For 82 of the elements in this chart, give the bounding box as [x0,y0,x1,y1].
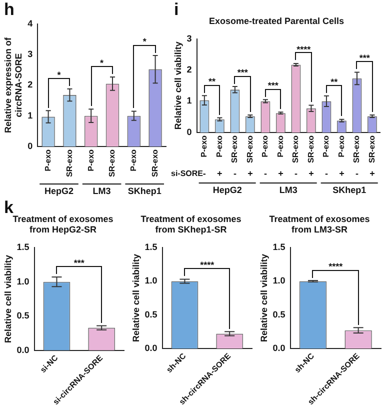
y-tick-label: 1.5 [16,242,30,252]
y-tick-label: 1.5 [272,242,286,252]
annotation: * [57,70,62,80]
annotation: *** [74,258,85,268]
y-tick-label: 0.5 [272,309,286,320]
text: HepG2 [44,186,74,196]
annotation: **** [296,44,312,54]
y-axis-title: Relative expression of circRNA-SORE [2,36,24,133]
x-tick-label: P-exo [336,135,346,158]
y-tick-label: 3 [28,49,33,60]
annotation: **** [200,260,215,270]
y-tick-label: 0 [28,140,33,151]
chart-title: Treatment of exosomes from HepG2-SR [12,214,114,235]
x-tick-label: P-exo [260,135,270,158]
text: - [294,168,298,178]
chart-title: Exosome-treated Parental Cells [208,16,344,26]
text: - [324,168,328,178]
y-tick-label: 2 [28,80,33,90]
annotation: *** [268,80,279,91]
x-tick-label: SR-exo [64,149,74,177]
annotation: **** [328,262,344,272]
y-tick-label: 0.0 [144,342,158,353]
text: HepG2 [212,184,242,195]
x-tick-label: P-exo [276,135,285,158]
chart-title: Treatment of exosomes from LM3-SR [269,214,370,235]
chart-title: Treatment of exosomes from SKhep1-SR [140,214,242,235]
text: - [264,168,267,178]
text: + [278,168,284,178]
x-tick-label: SR-exo [230,135,240,163]
y-axis-title: Relative cell viability [172,42,183,130]
annotation: * [100,58,104,68]
text: + [370,168,375,178]
x-tick-label: P-exo [214,135,224,158]
y-tick-label: 4 [28,18,33,28]
x-tick-label: P-exo [44,149,53,172]
text: LM3 [279,184,298,195]
x-tick-label: SR-exo [108,149,117,177]
annotation: *** [359,53,370,64]
x-tick-label: SR-exo [367,135,376,163]
x-tick-label: P-exo [86,149,96,172]
y-axis-title: Relative cell viability [258,254,269,342]
y-tick-label: 1.0 [144,276,158,286]
text: SKhep1 [128,186,162,196]
text: LM3 [92,186,111,196]
y-tick-label: 0.5 [144,309,158,320]
text: SKhep1 [332,184,366,195]
text: si-SORE [171,169,204,178]
y-axis-title: Relative cell viability [2,254,13,344]
annotation: ** [208,76,216,87]
text: - [233,168,236,178]
text: + [248,168,253,178]
y-tick-label: 1.0 [272,276,286,286]
y-tick-label: 1 [186,96,192,106]
y-tick-label: 2 [186,64,192,74]
x-tick-label: SR-exo [306,135,316,163]
text: + [308,168,314,178]
x-tick-label: P-exo [129,149,138,172]
y-tick-label: 1.0 [16,276,30,286]
x-tick-label: SR-exo [291,135,300,163]
text: - [355,168,358,178]
y-tick-label: 1.5 [144,242,158,252]
y-tick-label: 3 [186,33,192,44]
y-tick-label: 1 [28,110,33,120]
text: i [174,0,179,20]
y-tick-label: 0.0 [272,342,286,353]
annotation: *** [237,68,248,78]
text: + [339,168,344,178]
x-tick-label: P-exo [322,135,331,158]
text: - [202,168,206,178]
y-tick-label: 0.5 [16,310,30,321]
y-tick-label: 0.0 [16,344,30,355]
text: k [4,198,14,218]
x-tick-label: SR-exo [245,135,254,163]
y-axis-title: Relative cell viability [130,254,141,342]
text: h [4,0,14,20]
x-tick-label: P-exo [200,135,209,158]
y-tick-label: 0 [186,126,192,137]
annotation: ** [330,76,338,87]
text: + [217,168,222,178]
x-tick-label: SR-exo [150,149,160,177]
annotation: * [142,36,147,47]
x-tick-label: SR-exo [352,135,362,163]
